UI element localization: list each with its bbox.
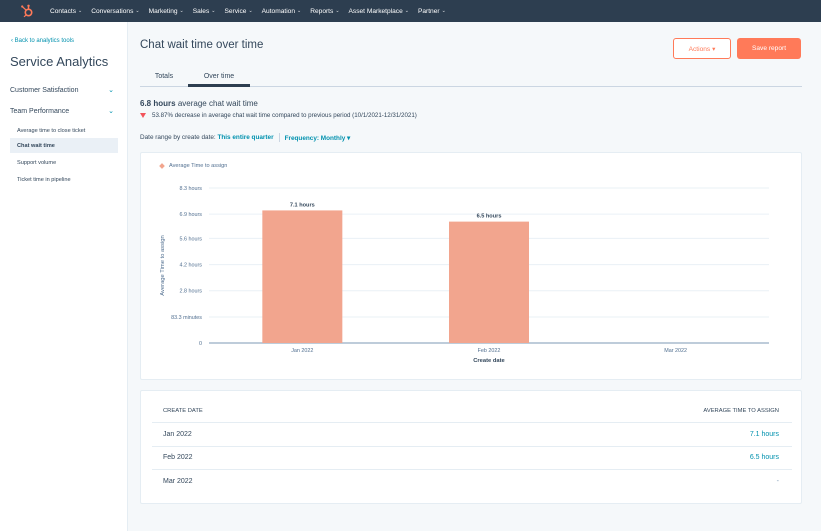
nav-label: Sales [192,7,210,15]
nav-conversations[interactable]: Conversations ⌄ [91,8,139,15]
summary-text: average chat wait time [177,99,258,108]
date-range-dropdown[interactable]: This entire quarter [217,134,274,141]
chevron-down-icon: ⌄ [179,8,184,14]
chevron-down-icon: ⌄ [108,87,114,94]
nav-reports[interactable]: Reports ⌄ [310,8,339,15]
table-header-create-date[interactable]: Create date [163,408,203,414]
y-tick-label: 5.6 hours [180,236,203,242]
summary-value: 6.8 hours [140,99,176,108]
y-tick-label: 4.2 hours [180,263,203,269]
sidebar-group-team-performance[interactable]: Team Performance ⌄ [10,104,118,118]
data-table-card: Create date Average time to assign Jan 2… [140,390,802,504]
table-cell-date: Mar 2022 [163,478,193,485]
nav-sales[interactable]: Sales ⌄ [193,8,216,15]
frequency-dropdown[interactable]: Frequency: Monthly ▾ [284,134,351,142]
sidebar-item-chat-wait-time[interactable]: Chat wait time [10,138,118,153]
chevron-down-icon: ⌄ [441,8,446,14]
table-cell-value[interactable]: 6.5 hours [749,454,779,461]
nav-marketing[interactable]: Marketing ⌄ [149,8,184,15]
bar-chart: 0 83.3 minutes 2.8 hours 4.2 hours 5.6 hours… [160,186,769,364]
sidebar-item-average-time-to-close-ticket[interactable]: Average time to close ticket [10,123,118,138]
nav-label: Marketing [148,7,178,15]
y-tick-label: 2.8 hours [180,289,203,295]
table-cell-date: Feb 2022 [163,454,193,461]
chevron-down-icon: ⌄ [248,8,253,14]
nav-label: Automation [261,7,296,15]
sidebar-item-label: Chat wait time [17,142,55,149]
table-header-average-time[interactable]: Average time to assign [703,408,779,414]
chevron-down-icon: ⌄ [335,8,340,14]
chevron-down-icon: ⌄ [78,8,83,14]
chart-card: Average Time to assign 0 83.3 minutes 2.8 … [140,152,802,380]
back-to-analytics-link[interactable]: ‹ Back to analytics tools [11,38,75,44]
chart-bar[interactable] [262,210,343,343]
table-cell-value[interactable]: 7.1 hours [749,431,779,438]
date-range-filter: Date range by create date: This entire q… [140,133,350,142]
delta-line: 53.87% decrease in average chat wait tim… [140,112,417,119]
sidebar: ‹ Back to analytics tools Service Analyt… [0,22,128,531]
sidebar-group-label: Customer Satisfaction [10,86,79,94]
tab-totals[interactable]: Totals [154,72,174,80]
nav-label: Conversations [91,7,134,15]
table-divider [152,446,792,447]
y-tick-label: 8.3 hours [180,186,203,192]
sidebar-group-label: Team Performance [10,107,70,115]
nav-automation[interactable]: Automation ⌄ [262,8,302,15]
y-tick-label: 0 [199,341,202,347]
y-axis-title: Average Time to assign [160,235,166,295]
chevron-down-icon: ⌄ [404,8,409,14]
chart-bar[interactable] [449,221,529,343]
nav-asset-marketplace[interactable]: Asset Marketplace ⌄ [349,8,409,15]
nav-label: Reports [310,7,334,15]
y-tick-label: 6.9 hours [180,212,203,218]
filter-divider [278,133,280,142]
nav-label: Partner [417,7,440,15]
x-axis-title: Create date [473,358,505,364]
bar-data-label: 7.1 hours [290,202,315,208]
table-cell-value: - [776,478,779,485]
page-title: Chat wait time over time [140,39,264,51]
x-tick-label: Mar 2022 [664,348,687,354]
table-cell-date: Jan 2022 [163,431,192,438]
sidebar-item-label: Support volume [17,159,57,166]
chart-legend[interactable]: Average Time to assign [159,163,228,169]
nav-service[interactable]: Service ⌄ [224,8,252,15]
delta-text: 53.87% decrease in average chat wait tim… [152,112,417,119]
chevron-down-icon: ⌄ [108,108,114,115]
tab-over-time[interactable]: Over time [203,72,235,80]
chevron-down-icon: ⌄ [211,8,216,14]
top-navigation-bar: Contacts ⌄ Conversations ⌄ Marketing ⌄ Sale… [0,0,821,22]
bar-data-label: 6.5 hours [477,214,502,220]
sidebar-item-label: Ticket time in pipeline [17,176,71,183]
chevron-down-icon: ⌄ [297,8,302,14]
nav-label: Service [224,7,247,15]
sidebar-item-ticket-time-in-pipeline[interactable]: Ticket time in pipeline [10,172,118,187]
x-tick-label: Feb 2022 [478,348,501,354]
sidebar-item-support-volume[interactable]: Support volume [10,155,118,170]
nav-contacts[interactable]: Contacts ⌄ [50,8,82,15]
legend-label: Average Time to assign [169,163,228,169]
table-divider [152,422,792,423]
sidebar-item-label: Average time to close ticket [17,127,86,134]
nav-label: Asset Marketplace [348,7,403,15]
decrease-triangle-icon [140,113,146,118]
table-divider [152,469,792,470]
summary-line: 6.8 hours average chat wait time [140,99,258,108]
sidebar-group-customer-satisfaction[interactable]: Customer Satisfaction ⌄ [10,83,118,97]
y-tick-label: 83.3 minutes [171,315,202,321]
sidebar-title: Service Analytics [10,54,109,69]
actions-dropdown-button[interactable]: Actions ▾ [673,38,731,59]
nav-partner[interactable]: Partner ⌄ [418,8,446,15]
active-tab-indicator [188,84,250,87]
hubspot-logo-icon[interactable] [20,4,34,18]
chevron-down-icon: ⌄ [135,8,140,14]
tabs-divider [140,86,802,87]
x-tick-label: Jan 2022 [291,348,313,354]
date-range-label: Date range by create date: [140,134,216,141]
nav-label: Contacts [50,7,77,15]
save-report-button[interactable]: Save report [737,38,801,59]
